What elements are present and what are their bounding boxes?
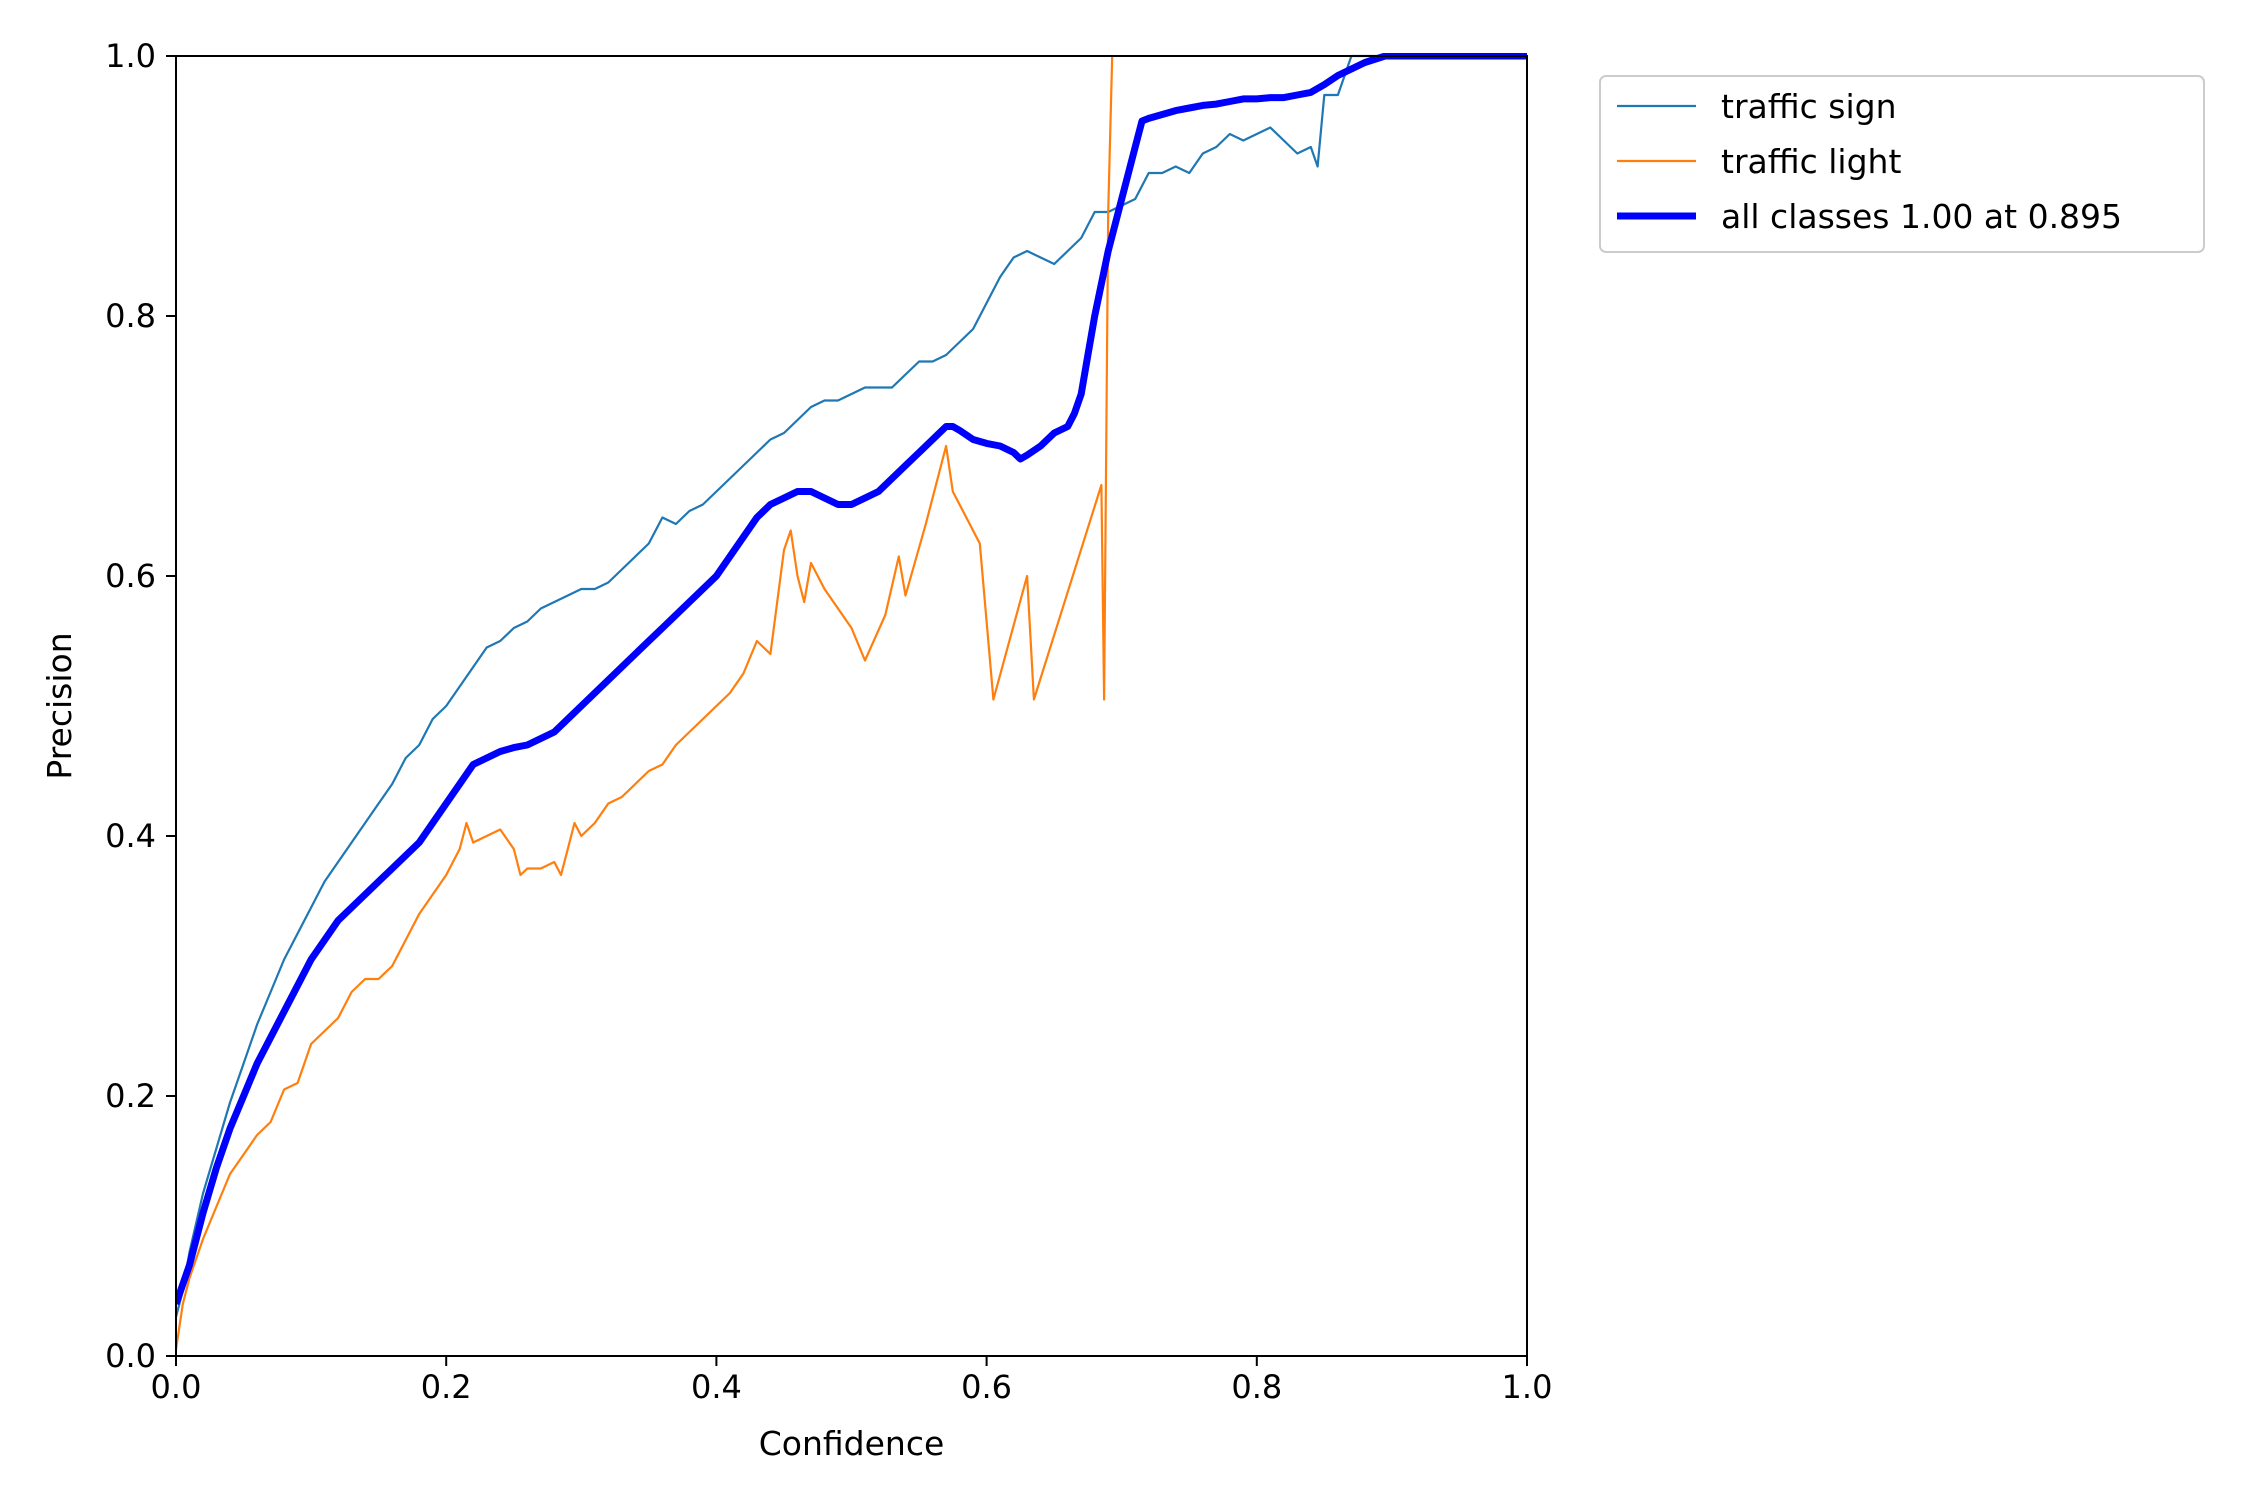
y-tick-label: 1.0: [105, 37, 156, 75]
legend: traffic sign traffic light all classes 1.0…: [1599, 75, 2205, 253]
x-tick-label: 0.0: [151, 1368, 202, 1406]
y-tick-label: 0.4: [105, 817, 156, 855]
series-group: [176, 53, 1527, 1350]
x-tick-label: 0.8: [1231, 1368, 1282, 1406]
y-tick-label: 0.8: [105, 297, 156, 335]
series-line-3: [176, 53, 1527, 1306]
x-tick-label: 0.4: [691, 1368, 742, 1406]
axes-group: 0.0 0.2 0.4 0.6 0.8 1.0 0.0 0.2 0.4 0.6 0.8 1.0: [105, 37, 1552, 1406]
x-axis-label: Confidence: [759, 1424, 945, 1463]
y-axis-label: Precision: [40, 632, 79, 779]
plot-background: [176, 56, 1527, 1356]
legend-label-3: all classes 1.00 at 0.895: [1721, 197, 2122, 236]
legend-box: [1599, 75, 2205, 253]
x-tick-label: 1.0: [1502, 1368, 1553, 1406]
legend-label-2: traffic light: [1721, 142, 1901, 181]
x-tick-label: 0.6: [961, 1368, 1012, 1406]
y-tick-label: 0.0: [105, 1337, 156, 1375]
legend-label-1: traffic sign: [1721, 87, 1897, 126]
y-tick-label: 0.6: [105, 557, 156, 595]
axes-frame: [175, 55, 1528, 1357]
plot-area: [176, 56, 1527, 1356]
y-tick-label: 0.2: [105, 1077, 156, 1115]
series-line-1: [176, 54, 1527, 1318]
series-line-2: [176, 55, 1114, 1350]
x-tick-label: 0.2: [421, 1368, 472, 1406]
